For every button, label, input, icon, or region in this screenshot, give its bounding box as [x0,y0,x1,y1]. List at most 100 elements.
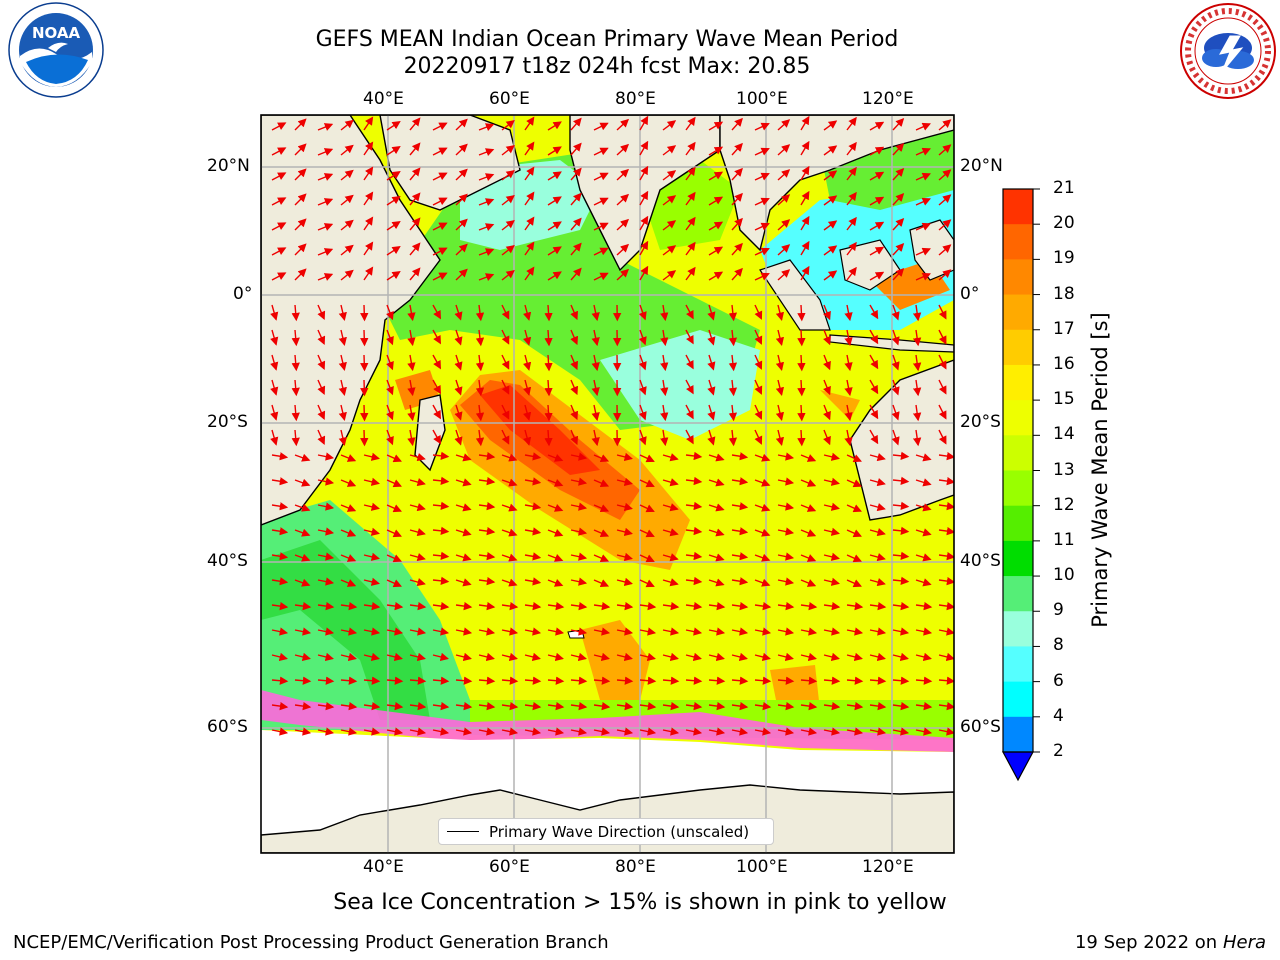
lat-label-right: 40°S [960,551,1001,571]
wave-direction-arrow [501,652,518,662]
wave-direction-arrow [616,577,633,587]
wave-direction-arrow [523,429,532,446]
wave-direction-arrow [385,429,394,446]
wave-direction-arrow [708,453,725,462]
wave-direction-arrow [938,576,954,586]
wave-direction-arrow [638,329,647,346]
wave-direction-arrow [731,242,743,256]
wave-direction-arrow [338,379,347,396]
wave-direction-arrow [570,404,579,421]
wave-direction-arrow [708,246,724,256]
wave-direction-arrow [432,476,450,486]
colorbar-tick-label: 12 [1053,494,1075,515]
wave-direction-arrow [775,379,785,396]
wave-direction-arrow [846,141,857,156]
wave-direction-arrow [938,476,954,486]
wave-direction-arrow [363,141,374,156]
wave-direction-arrow [800,140,810,156]
wave-direction-arrow [938,701,954,711]
wave-direction-arrow [685,476,703,486]
lat-label-left: 40°S [207,551,248,571]
wave-direction-arrow [570,477,588,486]
lat-label-left: 0° [233,284,253,304]
wave-direction-arrow [432,451,450,461]
wave-direction-arrow [593,504,610,513]
wave-direction-arrow [754,379,763,395]
wave-direction-arrow [616,552,633,562]
wave-direction-arrow [891,404,900,421]
wave-direction-arrow [547,246,562,256]
wave-direction-arrow [291,429,300,447]
wave-direction-arrow [728,304,738,322]
wave-direction-arrow [291,379,300,397]
wave-direction-arrow [363,527,380,536]
wave-direction-arrow [570,329,579,346]
wave-direction-arrow [407,354,416,372]
wave-direction-arrow [616,652,633,662]
wave-direction-arrow [294,118,307,131]
wave-direction-arrow [728,404,738,422]
wave-direction-arrow [317,273,334,281]
wave-direction-arrow [432,429,441,445]
wave-direction-arrow [846,579,862,588]
wave-direction-arrow [823,701,841,711]
wave-direction-arrow [340,701,358,711]
wave-direction-arrow [869,528,886,537]
lon-label-top: 40°E [363,89,404,109]
wave-direction-arrow [891,304,900,321]
wave-direction-arrow [777,477,795,486]
wave-direction-arrow [317,123,334,131]
wave-direction-arrow [271,477,289,486]
wave-direction-arrow [478,601,496,611]
wave-direction-arrow [891,354,900,371]
wave-direction-arrow [524,727,542,736]
wave-direction-arrow [777,676,795,685]
wave-direction-arrow [407,329,416,347]
wave-direction-arrow [708,676,726,685]
wave-direction-arrow [570,627,588,636]
wave-direction-arrow [892,451,910,461]
wave-direction-arrow [844,304,853,322]
wave-direction-arrow [501,578,518,587]
wave-direction-arrow [616,143,630,156]
wave-direction-arrow [478,123,495,132]
wave-direction-arrow [544,379,553,397]
wave-direction-arrow [869,453,886,462]
lat-label-left: 20°S [207,412,248,432]
wave-direction-arrow [340,627,358,636]
wave-direction-arrow [593,222,609,231]
wave-direction-arrow [915,222,931,231]
wave-direction-arrow [593,454,610,463]
wave-direction-arrow [892,576,910,586]
wave-direction-arrow [777,144,791,156]
wave-direction-arrow [662,170,677,181]
wave-direction-arrow [797,354,806,372]
wave-direction-arrow [317,577,335,586]
wave-direction-arrow [823,627,841,636]
wave-direction-arrow [524,527,542,536]
wave-direction-arrow [777,701,795,711]
wave-direction-arrow [294,701,312,711]
sea-ice-note: Sea Ice Concentration > 15% is shown in … [333,890,947,915]
wave-direction-arrow [363,701,381,711]
wave-direction-arrow [892,217,905,231]
wave-direction-arrow [317,173,334,181]
wave-direction-arrow [455,268,468,281]
wave-direction-arrow [846,241,857,256]
wave-direction-arrow [524,241,535,256]
wave-direction-arrow [570,354,579,371]
wave-direction-arrow [407,429,416,447]
wave-direction-arrow [363,502,380,511]
wave-direction-arrow [317,477,335,486]
wave-direction-arrow [432,627,450,636]
wave-direction-arrow [294,601,312,611]
wave-direction-arrow [524,502,542,511]
wave-direction-arrow [662,652,679,662]
wave-direction-arrow [454,354,463,371]
wave-direction-arrow [777,502,795,511]
wave-direction-arrow [478,652,495,662]
wave-direction-arrow [638,379,647,396]
wave-direction-arrow [478,576,496,586]
wave-direction-arrow [363,577,380,586]
wave-direction-arrow [662,528,679,537]
